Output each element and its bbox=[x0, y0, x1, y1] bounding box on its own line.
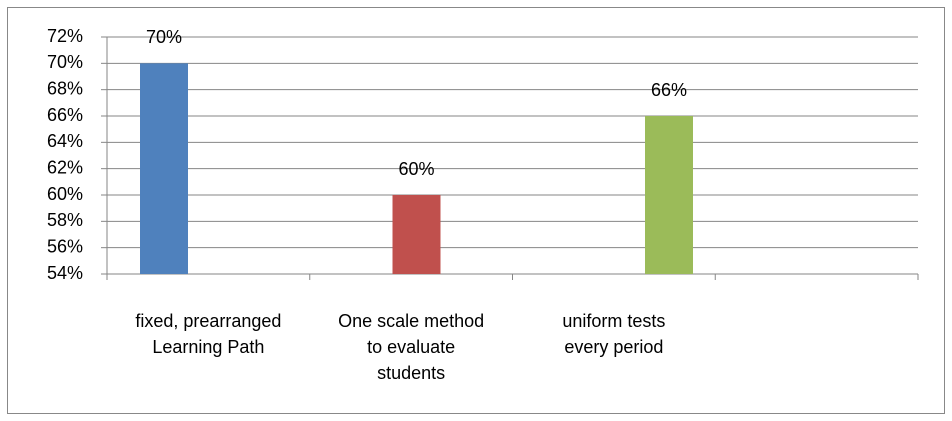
bar bbox=[392, 195, 441, 274]
y-tick-label: 72% bbox=[47, 26, 83, 46]
x-tick-label: fixed, prearranged Learning Path bbox=[135, 311, 282, 357]
y-tick-label: 60% bbox=[47, 184, 83, 204]
y-tick-label: 66% bbox=[47, 105, 83, 125]
y-tick-label: 56% bbox=[47, 236, 83, 256]
y-tick-label: 62% bbox=[47, 157, 83, 177]
y-tick-label: 54% bbox=[47, 263, 83, 283]
y-tick-label: 64% bbox=[47, 131, 83, 151]
y-tick-label: 70% bbox=[47, 52, 83, 72]
x-tick-label: One scale method to evaluate students bbox=[338, 311, 485, 383]
data-label: 60% bbox=[398, 159, 434, 179]
data-label: 66% bbox=[651, 80, 687, 100]
bar bbox=[140, 63, 188, 275]
bar bbox=[645, 116, 693, 274]
y-tick-label: 58% bbox=[47, 210, 83, 230]
y-tick-label: 68% bbox=[47, 78, 83, 98]
x-tick-label: uniform tests every period bbox=[562, 311, 666, 357]
data-label: 70% bbox=[146, 27, 182, 47]
